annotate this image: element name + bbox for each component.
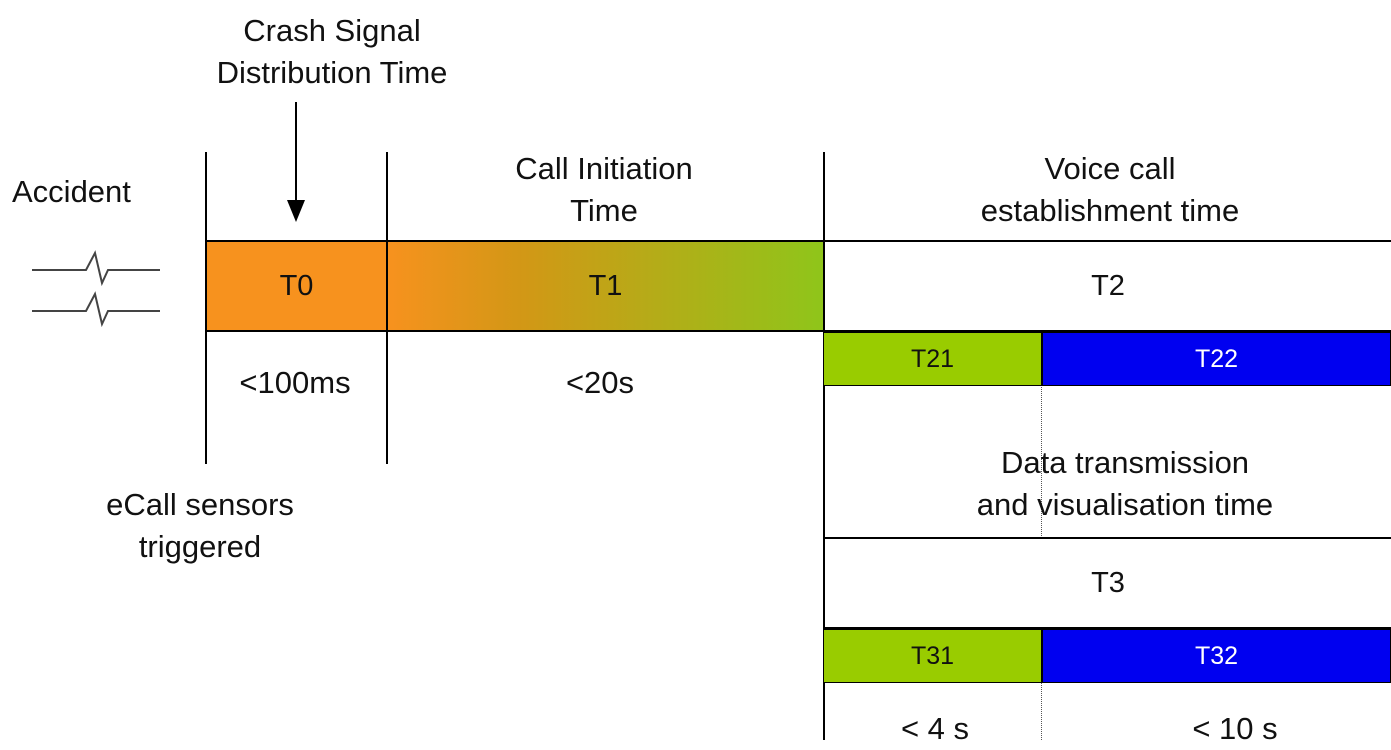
data-transmission-label: Data transmission and visualisation time (920, 442, 1330, 526)
bar-t31: T31 (823, 629, 1042, 683)
ecall-sensors-label: eCall sensors triggered (50, 484, 350, 568)
bar-t0-label: T0 (279, 269, 314, 302)
crash-signal-line1: Crash Signal (243, 13, 421, 48)
divider-t21-t22 (1041, 330, 1042, 740)
voice-call-line2: establishment time (980, 193, 1240, 228)
signal-spike-icon (32, 250, 160, 328)
duration-t31: < 4 s (900, 711, 970, 746)
ecall-sensors-line2: triggered (138, 529, 262, 564)
bar-t31-label: T31 (910, 641, 955, 670)
bar-t1-label: T1 (588, 269, 623, 302)
bar-t2-label: T2 (1091, 269, 1125, 302)
bar-t21-label: T21 (910, 344, 955, 373)
crash-signal-label: Crash Signal Distribution Time (172, 10, 492, 94)
accident-label: Accident (12, 174, 131, 209)
bar-t22: T22 (1042, 332, 1391, 386)
ecall-sensors-line1: eCall sensors (106, 487, 294, 522)
voice-call-line1: Voice call (1044, 151, 1176, 186)
bar-t1: T1 (388, 240, 825, 332)
data-transmission-line2: and visualisation time (976, 487, 1274, 522)
call-initiation-line2: Time (570, 193, 638, 228)
duration-t0: <100ms (239, 365, 351, 400)
divider-t2-start (823, 152, 825, 740)
voice-call-label: Voice call establishment time (930, 148, 1290, 232)
bar-t3: T3 (823, 537, 1391, 629)
bar-t2: T2 (823, 240, 1391, 332)
duration-t32: < 10 s (1192, 711, 1278, 746)
bar-t32-label: T32 (1194, 641, 1239, 670)
crash-signal-line2: Distribution Time (216, 55, 448, 90)
duration-t1: <20s (565, 365, 635, 400)
bar-t3-label: T3 (1091, 566, 1125, 599)
call-initiation-label: Call Initiation Time (454, 148, 754, 232)
bar-t21: T21 (823, 332, 1042, 386)
bar-t32: T32 (1042, 629, 1391, 683)
arrow-down-icon (287, 102, 305, 222)
call-initiation-line1: Call Initiation (515, 151, 693, 186)
data-transmission-line1: Data transmission (1000, 445, 1250, 480)
bar-t22-label: T22 (1194, 344, 1239, 373)
bar-t0: T0 (205, 240, 388, 332)
